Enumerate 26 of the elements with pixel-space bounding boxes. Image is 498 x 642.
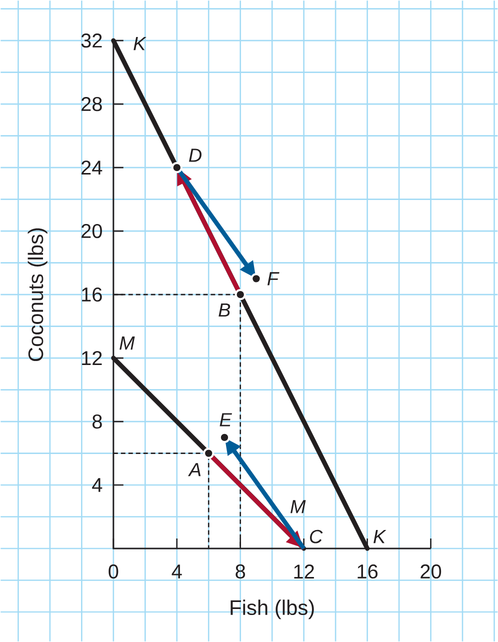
y-tick-label: 24	[81, 160, 102, 175]
annotation: D	[188, 148, 202, 162]
text: M	[290, 500, 306, 514]
x-tick-label: 16	[358, 564, 378, 579]
y-tick-label: 20	[81, 224, 102, 238]
annotation: B	[218, 303, 230, 317]
x-tick-label: 4	[172, 564, 182, 578]
y-tick-label: 28	[81, 96, 102, 112]
annotation: E	[220, 413, 232, 426]
annotation: F	[267, 272, 280, 286]
annotation: C	[310, 530, 323, 544]
annotation: A	[188, 463, 200, 476]
x-tick-label: 20	[420, 564, 441, 579]
x-tick-label: 12	[294, 564, 314, 578]
series-label: K	[373, 530, 386, 544]
y-tick-label: 16	[82, 287, 102, 302]
x-axis-title: Fish (lbs)	[230, 600, 314, 620]
series-label: M	[119, 336, 135, 350]
x-tick-label: 8	[236, 564, 245, 579]
x-tick-label: 0	[108, 564, 118, 579]
y-tick-label: 32	[81, 33, 102, 48]
y-tick-label: 4	[92, 478, 102, 492]
y-tick-label: 8	[92, 414, 102, 429]
y-tick-label: 12	[82, 351, 102, 366]
y-axis-title: Coconuts (lbs)	[28, 228, 48, 362]
text: K	[133, 37, 146, 50]
